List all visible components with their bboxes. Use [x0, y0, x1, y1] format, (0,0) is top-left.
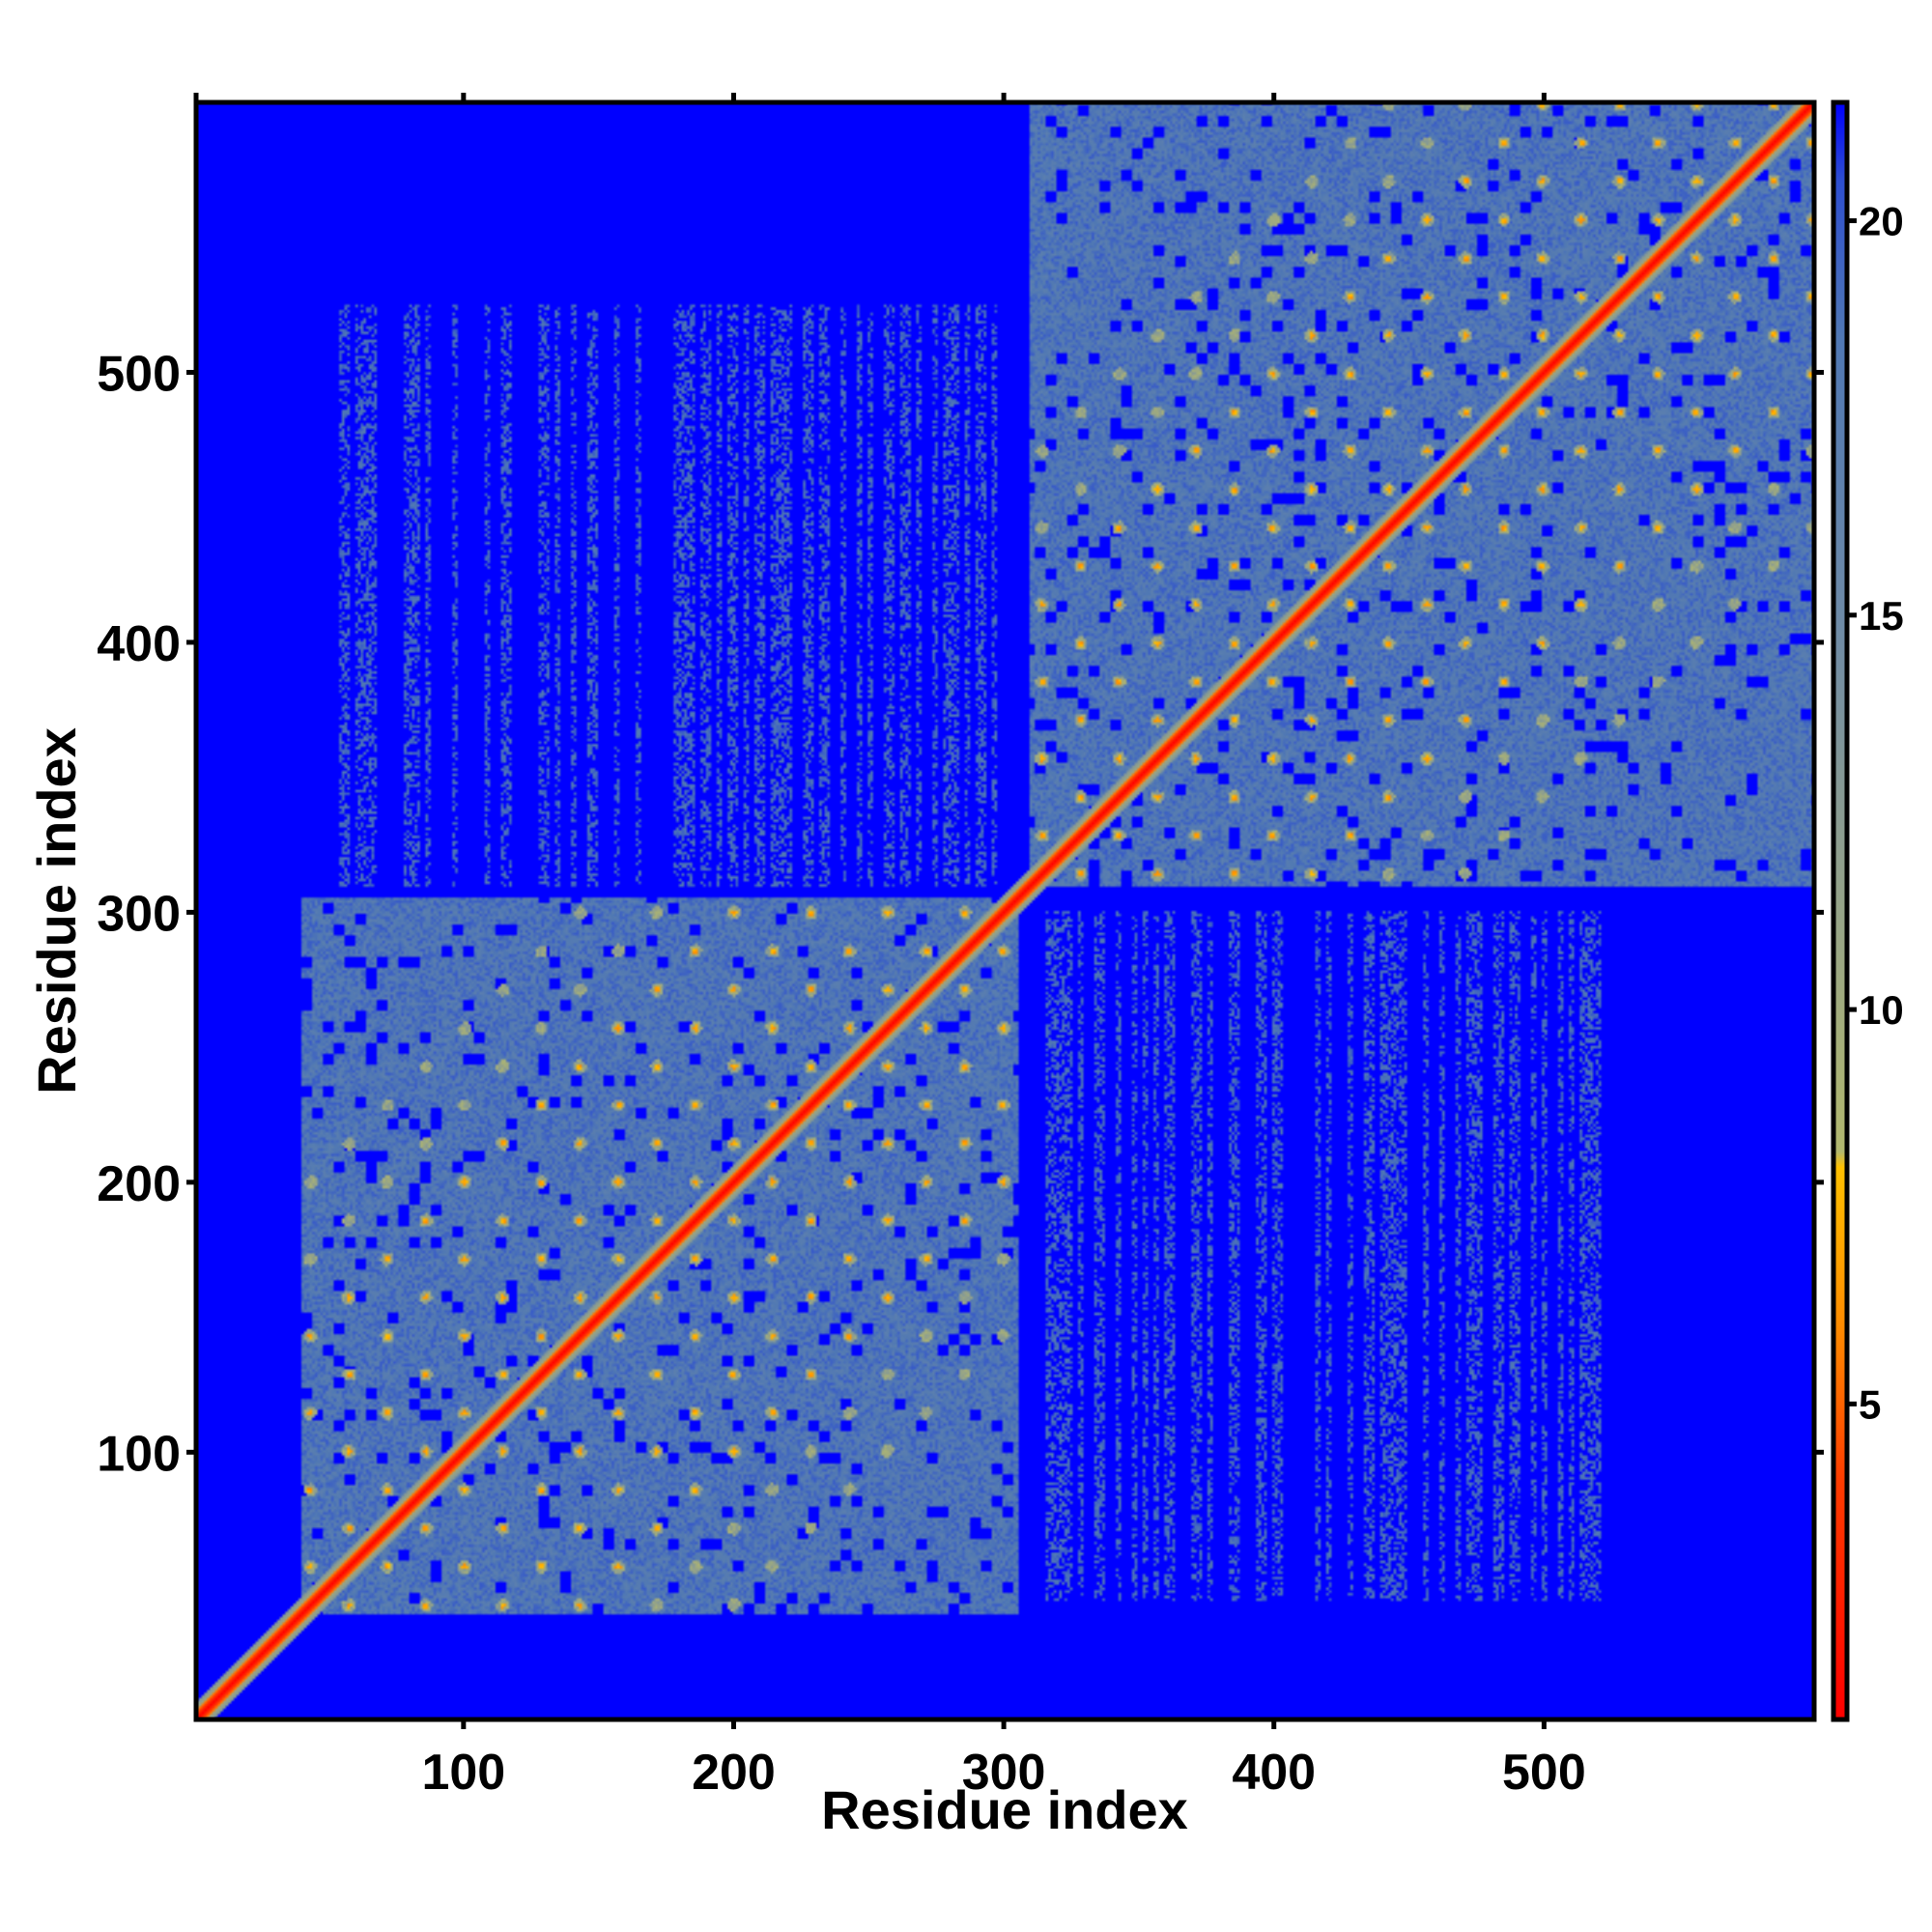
y-axis: 100 200 300 400 500 — [97, 346, 196, 1482]
x-tick-label-500: 500 — [1502, 1745, 1586, 1801]
y-tick-label-500: 500 — [97, 346, 181, 402]
colorbar-tick-label-5: 5 — [1859, 1381, 1881, 1427]
right-axis-ticks — [1814, 369, 1824, 1455]
colorbar-tick-label-15: 15 — [1859, 593, 1904, 639]
x-axis-label: Residue index — [821, 1779, 1188, 1840]
colorbar: 5 10 15 20 — [1831, 99, 1904, 1722]
y-tick-label-400: 400 — [97, 616, 181, 672]
colorbar-gradient — [1831, 99, 1850, 1722]
y-axis-label: Residue index — [26, 727, 87, 1094]
x-axis: 100 200 300 400 500 — [421, 1719, 1586, 1801]
x-tick-label-100: 100 — [421, 1745, 505, 1801]
heatmap-plot-area — [193, 99, 1817, 1722]
colorbar-tick-label-20: 20 — [1859, 198, 1904, 243]
y-tick-label-300: 300 — [97, 886, 181, 942]
top-axis-ticks — [193, 93, 1547, 102]
y-tick-label-200: 200 — [97, 1156, 181, 1212]
x-tick-label-300: 300 — [962, 1745, 1046, 1801]
x-tick-label-200: 200 — [692, 1745, 776, 1801]
y-tick-label-100: 100 — [97, 1426, 181, 1482]
colorbar-tick-label-10: 10 — [1859, 987, 1904, 1033]
x-tick-label-400: 400 — [1232, 1745, 1316, 1801]
distance-heatmap-cells — [196, 102, 1814, 1719]
